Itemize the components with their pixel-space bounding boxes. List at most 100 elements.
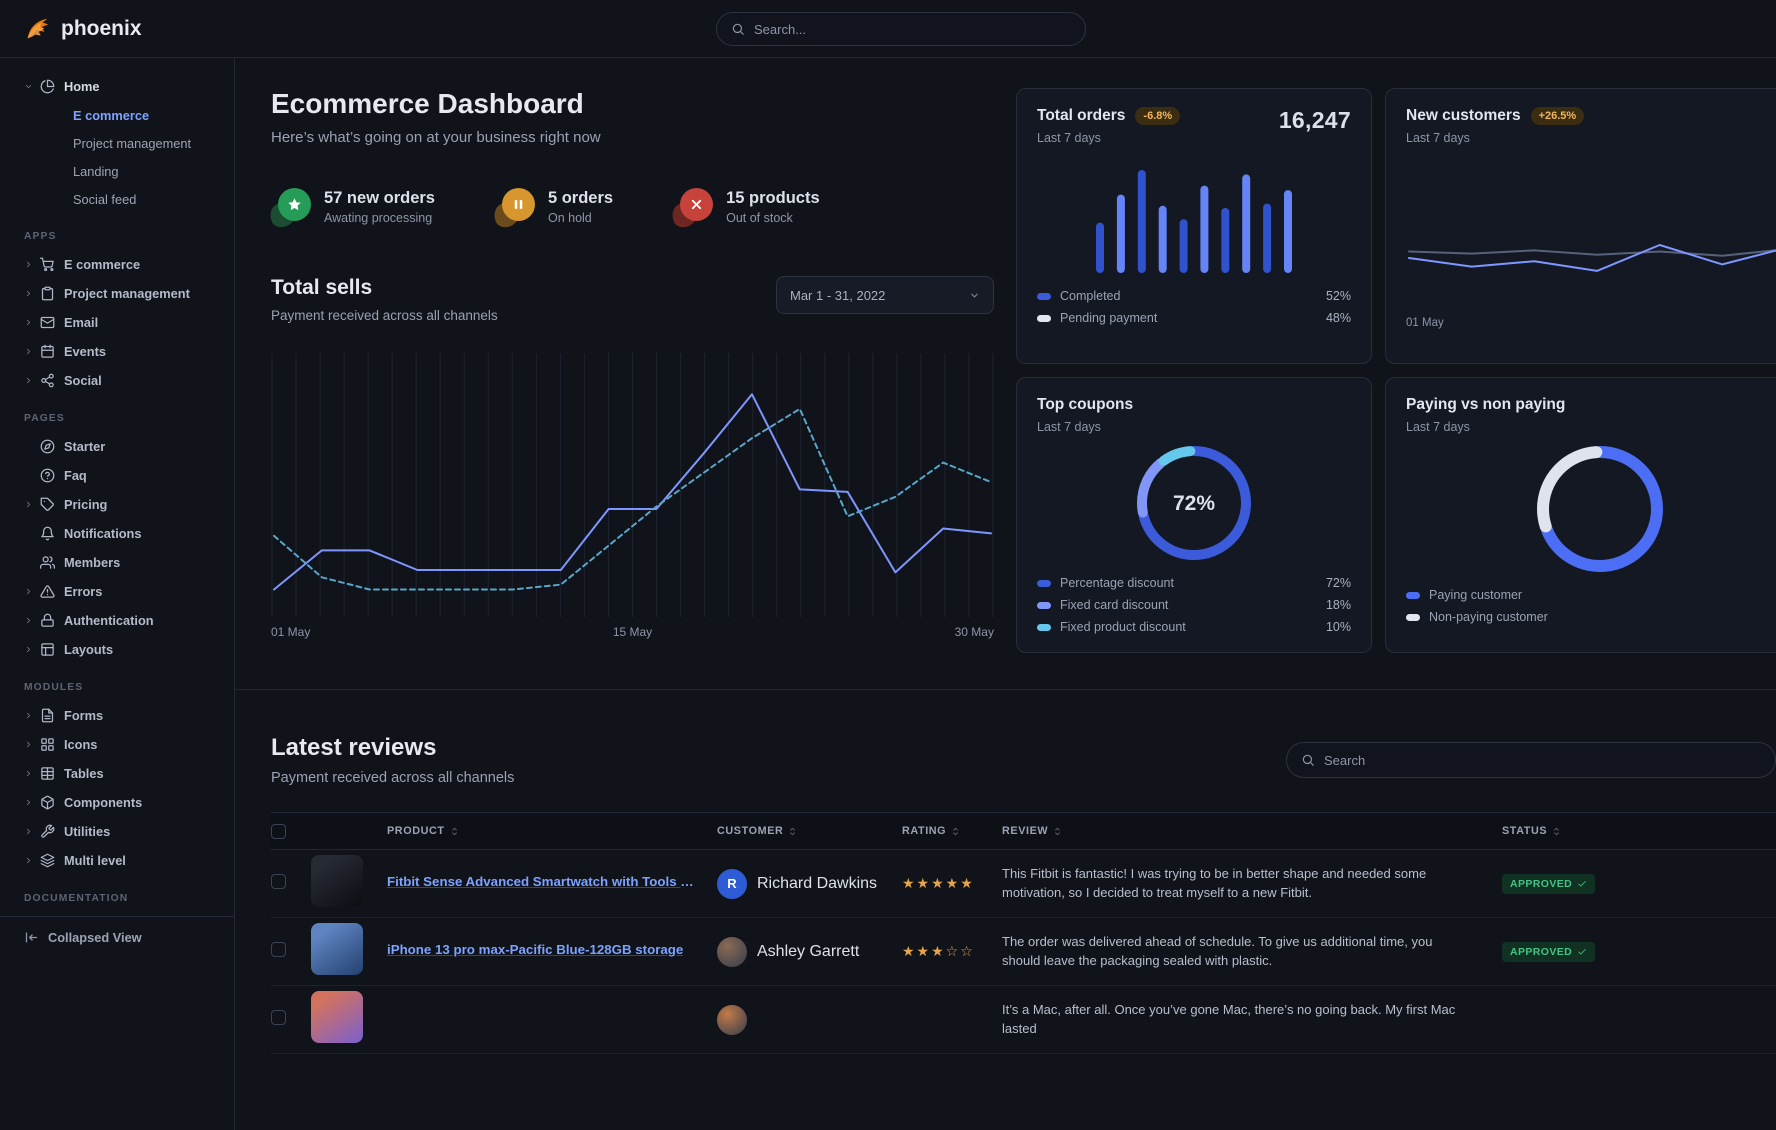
caret-spacer <box>24 442 38 451</box>
reviews-search-input[interactable] <box>1324 752 1761 768</box>
total-sells-title: Total sells <box>271 276 373 299</box>
sidebar-item-e-commerce[interactable]: E commerce <box>0 250 234 279</box>
date-range-select[interactable]: Mar 1 - 31, 2022 <box>776 276 994 314</box>
sidebar-item-multi-level[interactable]: Multi level <box>0 846 234 875</box>
total-sells-subtitle: Payment received across all channels <box>271 308 498 323</box>
paying-period: Last 7 days <box>1406 420 1470 434</box>
check-icon <box>1577 947 1587 957</box>
sidebar-item-forms[interactable]: Forms <box>0 701 234 730</box>
x-tick: 15 May <box>612 625 653 639</box>
latest-reviews-subtitle: Payment received across all channels <box>271 770 515 786</box>
sidebar-item-e-commerce[interactable]: E commerce <box>73 107 150 123</box>
table-icon <box>40 766 55 781</box>
sidebar-item-project-management[interactable]: Project management <box>73 135 192 151</box>
review-text: The order was delivered ahead of schedul… <box>1002 933 1433 968</box>
column-header-status[interactable]: STATUS <box>1502 825 1776 837</box>
sidebar-item-project-management[interactable]: Project management <box>0 279 234 308</box>
column-header-product[interactable]: PRODUCT <box>387 825 717 837</box>
customer-name[interactable]: Richard Dawkins <box>757 874 878 892</box>
legend-item: Completed 52% <box>1037 289 1351 303</box>
sidebar-item-label: Errors <box>64 584 103 599</box>
dashboard-top-section: Ecommerce Dashboard Here’s what’s going … <box>235 58 1776 653</box>
caret-spacer <box>24 558 38 567</box>
legend-label: Paying customer <box>1429 588 1523 602</box>
sidebar-item-members[interactable]: Members <box>0 548 234 577</box>
sidebar-item-social-feed[interactable]: Social feed <box>73 191 137 207</box>
sidebar-item-label: Members <box>64 555 121 570</box>
sidebar-item-authentication[interactable]: Authentication <box>0 606 234 635</box>
sidebar-section-title: MODULES <box>24 682 84 693</box>
compass-icon <box>40 439 55 454</box>
sidebar-item-label: Events <box>64 344 106 359</box>
review-text: This Fitbit is fantastic! I was trying t… <box>1002 865 1427 900</box>
sidebar-item-social[interactable]: Social <box>0 366 234 395</box>
review-row: It’s a Mac, after all. Once you’ve gone … <box>271 986 1776 1054</box>
sidebar-item-email[interactable]: Email <box>0 308 234 337</box>
chevron-right-icon <box>24 347 38 356</box>
column-header-review[interactable]: REVIEW <box>1002 825 1502 837</box>
customer-avatar <box>717 936 747 967</box>
product-link[interactable]: Fitbit Sense Advanced Smartwatch with To… <box>387 873 695 889</box>
sidebar-section-title: DOCUMENTATION <box>24 893 129 904</box>
tag-icon <box>40 497 55 512</box>
sidebar-item-notifications[interactable]: Notifications <box>0 519 234 548</box>
sidebar-item-faq[interactable]: Faq <box>0 461 234 490</box>
row-checkbox[interactable] <box>271 1009 286 1025</box>
collapse-icon <box>24 930 39 945</box>
collapse-view-toggle[interactable]: Collapsed View <box>24 930 234 945</box>
row-checkbox[interactable] <box>271 941 286 957</box>
chevron-right-icon <box>24 587 38 596</box>
sidebar-item-home[interactable]: Home <box>0 72 234 101</box>
product-thumbnail[interactable] <box>311 991 363 1043</box>
global-search[interactable] <box>716 12 1086 46</box>
sidebar-item-events[interactable]: Events <box>0 337 234 366</box>
x-icon <box>668 188 714 231</box>
paying-chart <box>1406 446 1776 572</box>
latest-reviews-header: Latest reviews Payment received across a… <box>271 734 1776 786</box>
chevron-right-icon <box>24 500 38 509</box>
sidebar-item-pricing[interactable]: Pricing <box>0 490 234 519</box>
sidebar-item-utilities[interactable]: Utilities <box>0 817 234 846</box>
dashboard-left-column: Ecommerce Dashboard Here’s what’s going … <box>266 88 994 653</box>
sidebar-item-icons[interactable]: Icons <box>0 730 234 759</box>
select-all-checkbox[interactable] <box>271 823 286 839</box>
global-search-input[interactable] <box>754 21 1071 37</box>
total-orders-title: Total orders <box>1037 107 1126 124</box>
legend-item: Non-paying customer <box>1406 610 1776 624</box>
sidebar-item-starter[interactable]: Starter <box>0 432 234 461</box>
sort-icon <box>787 826 798 837</box>
sidebar-item-label: Project management <box>64 286 190 301</box>
product-thumbnail[interactable] <box>311 923 363 975</box>
sidebar-item-label: E commerce <box>64 257 141 272</box>
brand[interactable]: phoenix <box>22 14 142 44</box>
sidebar-item-label: Home <box>64 79 100 94</box>
column-header-customer[interactable]: CUSTOMER <box>717 825 902 837</box>
sidebar-item-errors[interactable]: Errors <box>0 577 234 606</box>
sidebar-item-layouts[interactable]: Layouts <box>0 635 234 664</box>
review-row: iPhone 13 pro max-Pacific Blue-128GB sto… <box>271 918 1776 986</box>
customer-name[interactable]: Ashley Garrett <box>757 942 860 960</box>
lock-icon <box>40 613 55 628</box>
legend-value: 52% <box>1325 289 1351 303</box>
product-thumbnail[interactable] <box>311 855 363 907</box>
sort-icon <box>1052 826 1063 837</box>
sidebar-item-components[interactable]: Components <box>0 788 234 817</box>
top-coupons-legend: Percentage discount 72% Fixed card discoun… <box>1037 576 1351 634</box>
new-customers-chart <box>1406 175 1776 307</box>
product-link[interactable]: iPhone 13 pro max-Pacific Blue-128GB sto… <box>387 941 684 957</box>
review-text: It’s a Mac, after all. Once you’ve gone … <box>1002 1001 1456 1036</box>
sidebar-section-title: APPS <box>24 231 57 242</box>
column-header-rating[interactable]: RATING <box>902 825 1002 837</box>
reviews-table: PRODUCT CUSTOMER RATING REVIEW STATUS Fitbit… <box>271 812 1776 1054</box>
legend-label: Non-paying customer <box>1429 610 1548 624</box>
sidebar-item-tables[interactable]: Tables <box>0 759 234 788</box>
total-orders-badge: -6.8% <box>1135 107 1181 125</box>
reviews-search[interactable] <box>1286 742 1776 778</box>
legend-label: Pending payment <box>1060 311 1158 325</box>
date-range-value: Mar 1 - 31, 2022 <box>790 287 886 303</box>
chevron-right-icon <box>24 740 38 749</box>
paying-legend: Paying customer Non-paying customer <box>1406 588 1776 624</box>
row-checkbox[interactable] <box>271 873 286 889</box>
paying-title: Paying vs non paying <box>1406 396 1566 413</box>
sidebar-item-landing[interactable]: Landing <box>73 163 119 179</box>
